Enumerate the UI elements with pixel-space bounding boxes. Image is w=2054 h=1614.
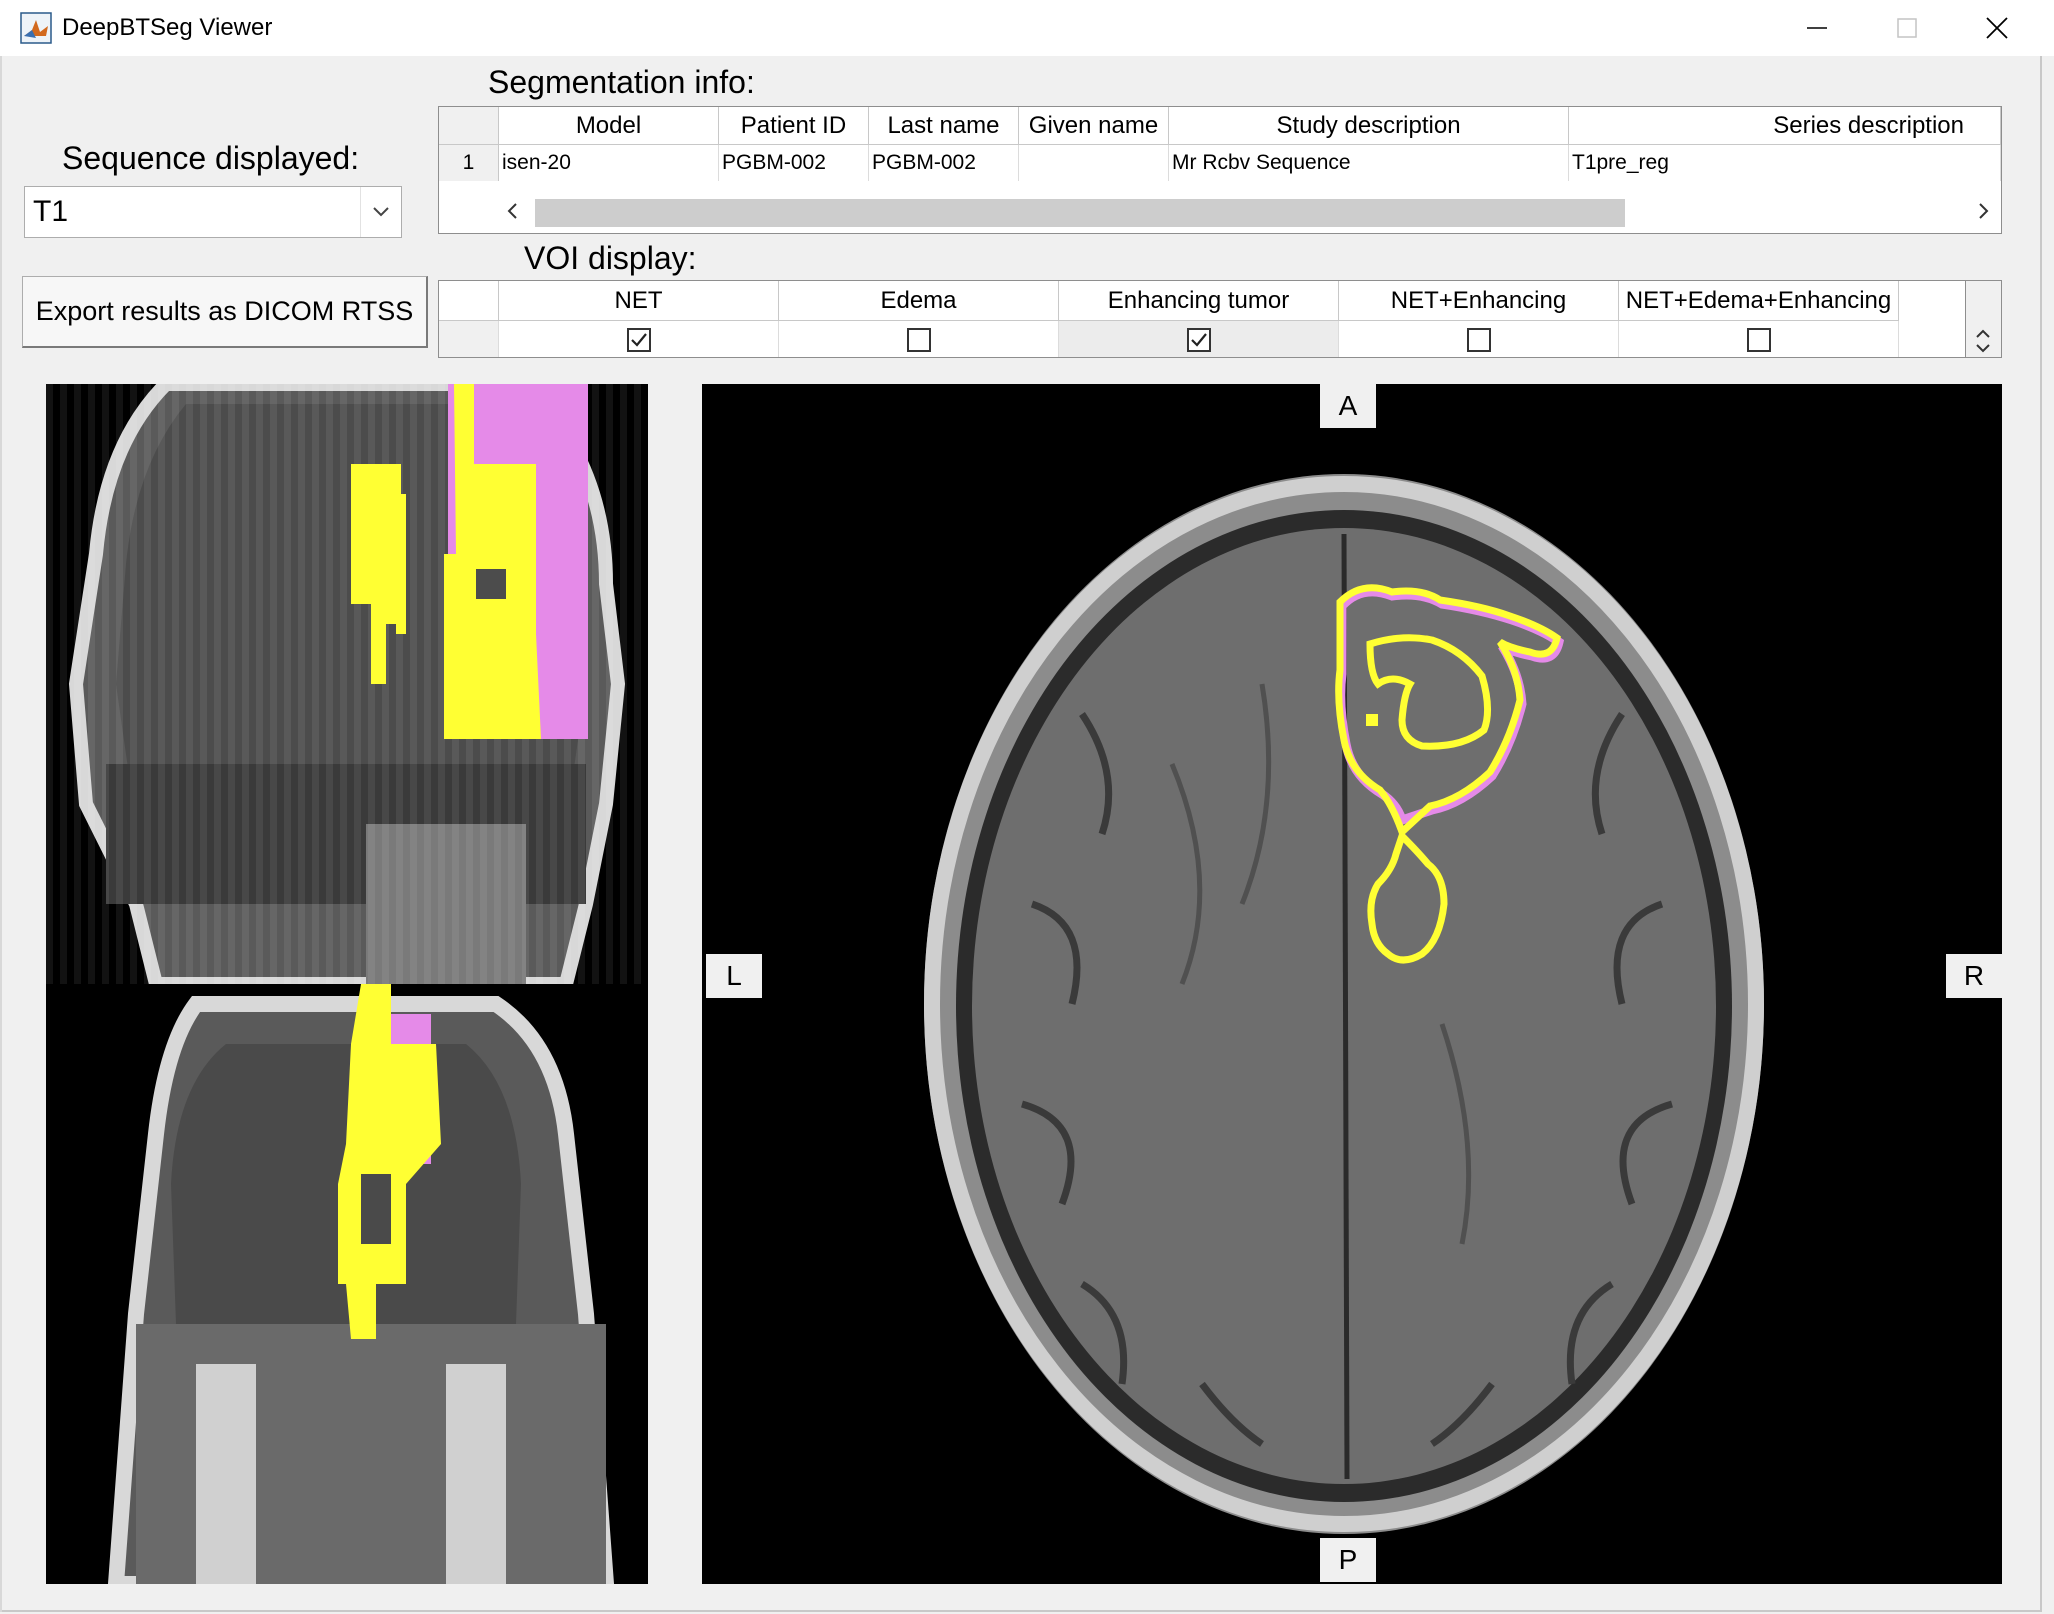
voi-display-label: VOI display:	[524, 240, 697, 276]
segmentation-info-table[interactable]: Model Patient ID Last name Given name St…	[438, 106, 2002, 234]
enhancing-tumor-checkbox[interactable]	[1186, 328, 1211, 352]
voi-cell-enhancing-tumor	[1059, 321, 1339, 357]
export-dicom-rtss-button[interactable]: Export results as DICOM RTSS	[22, 276, 428, 348]
orientation-right-label: R	[1946, 954, 2002, 998]
window-border	[2040, 56, 2042, 1612]
edema-checkbox[interactable]	[906, 328, 931, 352]
table-corner	[439, 107, 499, 145]
column-header-net-edema-enhancing[interactable]: NET+Edema+Enhancing	[1619, 281, 1899, 321]
close-icon	[1986, 17, 2008, 39]
segmentation-info-label: Segmentation info:	[488, 64, 755, 100]
voi-display-table[interactable]: NET Edema Enhancing tumor NET+Enhancing …	[438, 280, 1966, 358]
row-header[interactable]	[439, 321, 499, 357]
column-header-enhancing-tumor[interactable]: Enhancing tumor	[1059, 281, 1339, 321]
voi-cell-net-enhancing	[1339, 321, 1619, 357]
voi-cell-net-edema-enhancing	[1619, 321, 1899, 357]
net-checkbox[interactable]	[626, 328, 651, 352]
scrollbar-thumb[interactable]	[535, 199, 1625, 227]
column-header-patient-id[interactable]: Patient ID	[719, 107, 869, 145]
maximize-icon	[1897, 18, 1917, 38]
column-header-net[interactable]: NET	[499, 281, 779, 321]
chevron-down-icon[interactable]	[360, 187, 401, 237]
net-enhancing-checkbox[interactable]	[1466, 328, 1491, 352]
checkmark-icon	[630, 333, 647, 347]
vertical-scrollbar[interactable]	[1966, 280, 2002, 358]
table-corner	[439, 281, 499, 321]
net-edema-enhancing-checkbox[interactable]	[1746, 328, 1771, 352]
minimize-icon	[1807, 27, 1827, 29]
voi-cell-edema	[779, 321, 1059, 357]
sequence-label: Sequence displayed:	[62, 140, 360, 176]
window-title: DeepBTSeg Viewer	[62, 14, 273, 41]
window-border	[0, 1610, 2042, 1612]
checkmark-icon	[1190, 333, 1207, 347]
chevron-right-icon[interactable]	[1969, 193, 1999, 229]
column-header-model[interactable]: Model	[499, 107, 719, 145]
scroll-updown-icon	[1976, 329, 1990, 353]
column-header-given-name[interactable]: Given name	[1019, 107, 1169, 145]
column-header-edema[interactable]: Edema	[779, 281, 1059, 321]
title-bar	[0, 0, 2054, 56]
matlab-icon	[20, 12, 52, 44]
maximize-button[interactable]	[1862, 0, 1952, 56]
sequence-selected-value: T1	[33, 195, 69, 228]
table-cell[interactable]	[1019, 145, 1169, 181]
chevron-left-icon[interactable]	[497, 193, 527, 229]
column-header-net-enhancing[interactable]: NET+Enhancing	[1339, 281, 1619, 321]
row-header[interactable]: 1	[439, 145, 499, 181]
orientation-anterior-label: A	[1320, 384, 1376, 428]
column-header-study-description[interactable]: Study description	[1169, 107, 1569, 145]
minimize-button[interactable]	[1772, 0, 1862, 56]
table-cell[interactable]: PGBM-002	[869, 145, 1019, 181]
column-header-last-name[interactable]: Last name	[869, 107, 1019, 145]
horizontal-scrollbar[interactable]	[439, 189, 2001, 233]
axial-view[interactable]	[702, 384, 2002, 1584]
window-border	[0, 56, 2, 1612]
sagittal-view[interactable]	[46, 384, 648, 984]
voi-cell-net	[499, 321, 779, 357]
sequence-dropdown[interactable]: T1	[24, 186, 402, 238]
orientation-left-label: L	[706, 954, 762, 998]
table-cell[interactable]: T1pre_reg	[1569, 145, 2001, 181]
close-button[interactable]	[1952, 0, 2042, 56]
table-cell[interactable]: PGBM-002	[719, 145, 869, 181]
table-cell[interactable]: Mr Rcbv Sequence	[1169, 145, 1569, 181]
coronal-view[interactable]	[46, 984, 648, 1584]
column-header-series-description[interactable]: Series description	[1569, 107, 2001, 145]
table-cell[interactable]: isen-20	[499, 145, 719, 181]
orientation-posterior-label: P	[1320, 1538, 1376, 1582]
